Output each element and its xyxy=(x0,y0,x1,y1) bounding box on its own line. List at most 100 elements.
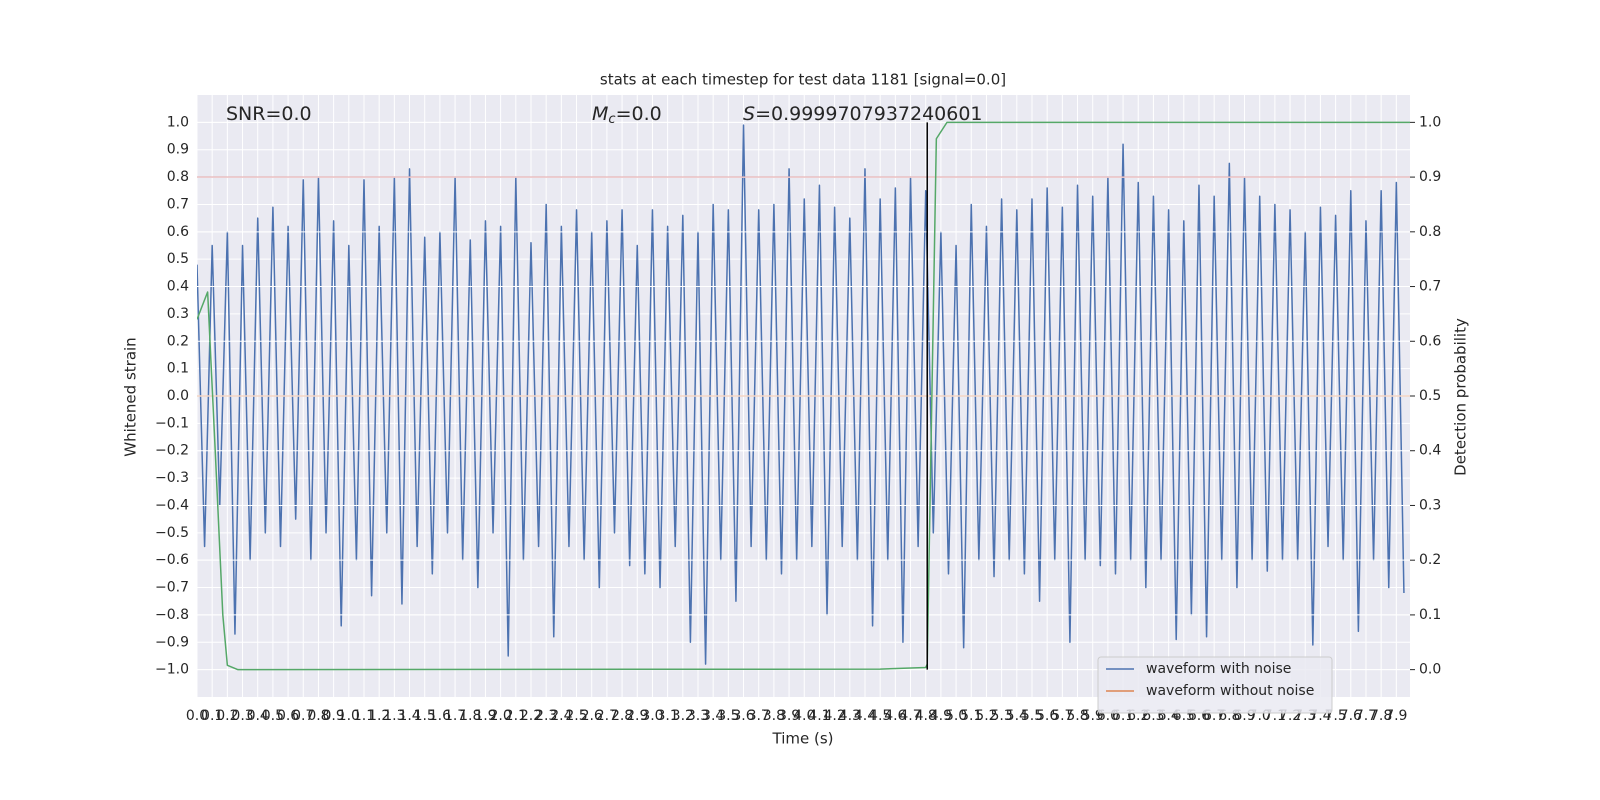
y2-tick-label: 0.3 xyxy=(1419,497,1441,513)
x-tick-label: 2.4 xyxy=(550,708,572,724)
series-line xyxy=(197,124,1405,665)
y-tick-label: 0.5 xyxy=(167,251,189,267)
x-tick-label: 7.8 xyxy=(1370,708,1392,724)
x-tick-label: 2.9 xyxy=(626,708,648,724)
y-tick-label: −0.6 xyxy=(155,552,189,568)
x-tick-label: 0.7 xyxy=(292,708,314,724)
y-tick-label: −0.4 xyxy=(155,497,189,513)
annotation: SNR=0.0 xyxy=(226,103,312,125)
x-tick-label: 1.2 xyxy=(368,708,390,724)
annotation: S=0.9999707937240601 xyxy=(743,103,983,125)
x-tick-label: 4.3 xyxy=(839,708,861,724)
x-tick-label: 1.3 xyxy=(383,708,405,724)
x-tick-label: 5.6 xyxy=(1036,708,1058,724)
x-axis-label: Time (s) xyxy=(772,730,834,748)
x-tick-label: 3.4 xyxy=(702,708,724,724)
legend-box xyxy=(1097,656,1333,714)
y-tick-label: 0.2 xyxy=(167,333,189,349)
x-tick-label: 1.8 xyxy=(459,708,481,724)
x-tick-label: 3.5 xyxy=(717,708,739,724)
y-tick-label: 0.0 xyxy=(167,388,189,404)
y-tick-label: −0.7 xyxy=(155,580,189,596)
x-tick-label: 7.9 xyxy=(1385,708,1407,724)
x-tick-label: 7.7 xyxy=(1355,708,1377,724)
x-tick-label: 4.0 xyxy=(793,708,815,724)
x-tick-label: 5.4 xyxy=(1006,708,1028,724)
x-tick-label: 3.3 xyxy=(687,708,709,724)
annotation-symbol: M xyxy=(592,103,608,125)
x-tick-label: 2.7 xyxy=(596,708,618,724)
x-tick-label: 3.0 xyxy=(641,708,663,724)
x-tick-label: 0.0 xyxy=(186,708,208,724)
y-tick-label: −1.0 xyxy=(155,662,189,678)
x-tick-label: 4.2 xyxy=(823,708,845,724)
y2-tick-label: 0.8 xyxy=(1419,224,1441,240)
x-tick-label: 3.1 xyxy=(656,708,678,724)
y2-tick-label: 0.1 xyxy=(1419,607,1441,623)
annotation-symbol: S xyxy=(743,103,755,125)
x-tick-label: 1.9 xyxy=(474,708,496,724)
y2-tick-label: 0.7 xyxy=(1419,279,1441,295)
x-tick-label: 4.1 xyxy=(808,708,830,724)
x-tick-label: 1.6 xyxy=(429,708,451,724)
x-tick-label: 1.0 xyxy=(338,708,360,724)
x-tick-label: 3.2 xyxy=(672,708,694,724)
x-tick-label: 1.5 xyxy=(414,708,436,724)
y2-tick-label: 0.6 xyxy=(1419,333,1441,349)
y-tick-label: 0.3 xyxy=(167,306,189,322)
y2-tick-label: 0.4 xyxy=(1419,443,1441,459)
x-tick-label: 3.7 xyxy=(748,708,770,724)
x-tick-label: 2.2 xyxy=(520,708,542,724)
annotation-text: =0.9999707937240601 xyxy=(755,103,982,125)
x-tick-label: 2.3 xyxy=(535,708,557,724)
y-tick-label: −0.1 xyxy=(155,415,189,431)
y2-tick-label: 0.5 xyxy=(1419,388,1441,404)
y-tick-label: 0.6 xyxy=(167,224,189,240)
chart-title: stats at each timestep for test data 118… xyxy=(600,71,1006,89)
x-tick-label: 3.8 xyxy=(763,708,785,724)
y-tick-label: −0.2 xyxy=(155,443,189,459)
x-tick-label: 0.3 xyxy=(231,708,253,724)
x-tick-label: 2.0 xyxy=(489,708,511,724)
x-tick-label: 0.6 xyxy=(277,708,299,724)
x-tick-label: 2.6 xyxy=(581,708,603,724)
y-tick-label: 0.4 xyxy=(167,279,189,295)
y2-tick-label: 0.2 xyxy=(1419,552,1441,568)
x-tick-label: 0.9 xyxy=(323,708,345,724)
x-tick-label: 2.5 xyxy=(565,708,587,724)
x-tick-label: 0.4 xyxy=(247,708,269,724)
x-tick-label: 1.4 xyxy=(398,708,420,724)
y-tick-label: 1.0 xyxy=(167,114,189,130)
x-tick-label: 0.8 xyxy=(307,708,329,724)
x-tick-label: 0.5 xyxy=(262,708,284,724)
y-tick-label: −0.8 xyxy=(155,607,189,623)
y2-tick-label: 1.0 xyxy=(1419,114,1441,130)
y-tick-label: −0.3 xyxy=(155,470,189,486)
x-tick-label: 4.4 xyxy=(854,708,876,724)
x-tick-label: 0.2 xyxy=(216,708,238,724)
x-tick-label: 5.7 xyxy=(1051,708,1073,724)
plot-area xyxy=(197,95,1410,697)
y-tick-label: −0.5 xyxy=(155,525,189,541)
x-tick-label: 4.8 xyxy=(915,708,937,724)
x-tick-label: 3.9 xyxy=(778,708,800,724)
annotation: Mc=0.0 xyxy=(592,103,662,127)
x-tick-label: 1.7 xyxy=(444,708,466,724)
x-tick-label: 5.0 xyxy=(945,708,967,724)
y-tick-label: −0.9 xyxy=(155,634,189,650)
annotation-text: SNR=0.0 xyxy=(226,103,312,125)
x-tick-label: 5.1 xyxy=(960,708,982,724)
x-tick-label: 3.6 xyxy=(732,708,754,724)
x-tick-label: 4.7 xyxy=(899,708,921,724)
legend-label: waveform without noise xyxy=(1146,683,1314,699)
y2-tick-label: 0.9 xyxy=(1419,169,1441,185)
x-tick-label: 2.8 xyxy=(611,708,633,724)
series-line xyxy=(197,121,1410,671)
x-tick-label: 1.1 xyxy=(353,708,375,724)
annotation-text: =0.0 xyxy=(616,103,662,125)
y2-tick-label: 0.0 xyxy=(1419,662,1441,678)
x-tick-label: 4.9 xyxy=(930,708,952,724)
x-tick-label: 7.6 xyxy=(1340,708,1362,724)
legend-label: waveform with noise xyxy=(1146,661,1291,677)
